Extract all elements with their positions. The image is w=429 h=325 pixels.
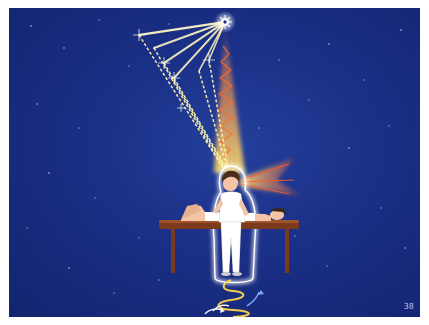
page-number: 38: [403, 302, 414, 311]
grounding-spiral: [204, 279, 264, 317]
light-beams: [137, 20, 227, 79]
healer-aura-outline: [212, 165, 257, 284]
energy-zigzag: [217, 45, 235, 159]
beam-sparkles: [133, 29, 215, 112]
source-star-icon: [218, 15, 232, 29]
healer-figure: [213, 170, 249, 276]
healing-illustration: [26, 11, 406, 317]
illustration-canvas: 38: [9, 8, 420, 317]
converging-beams: [138, 34, 229, 169]
starfield: [26, 19, 406, 294]
side-ray-lines: [240, 163, 295, 195]
